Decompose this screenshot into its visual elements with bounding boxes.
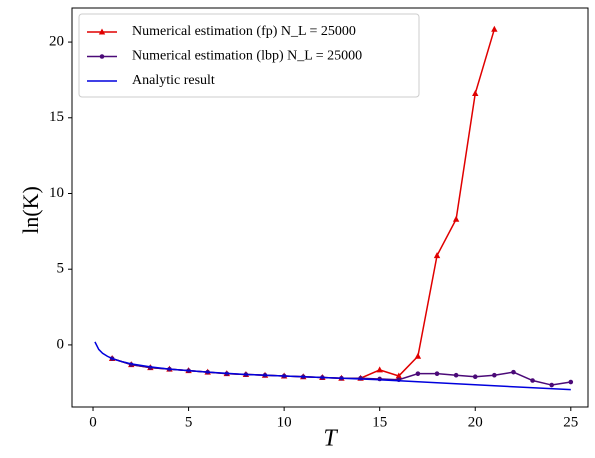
y-tick-label: 20 <box>49 34 64 50</box>
legend-box <box>78 13 420 98</box>
x-tick-label: 25 <box>563 414 578 430</box>
x-tick-label: 20 <box>468 414 483 430</box>
marker <box>472 90 479 97</box>
series-line <box>94 341 571 391</box>
marker <box>492 372 497 378</box>
marker <box>433 252 441 259</box>
marker <box>452 215 460 222</box>
marker <box>530 378 535 383</box>
marker <box>434 371 440 376</box>
marker <box>549 382 554 388</box>
series-line <box>111 357 571 386</box>
marker <box>491 25 498 32</box>
x-tick-label: 15 <box>372 414 387 430</box>
x-tick-label: 5 <box>185 414 193 430</box>
legend-label: Analytic result <box>132 73 215 88</box>
legend-marker <box>99 54 105 59</box>
y-tick-label: 10 <box>49 185 64 201</box>
marker <box>568 379 574 385</box>
x-axis-label: T <box>323 426 338 452</box>
y-tick-label: 0 <box>57 336 65 352</box>
marker <box>453 372 459 378</box>
x-tick-label: 10 <box>277 414 292 430</box>
legend-label: Numerical estimation (fp) N_L = 25000 <box>132 24 356 39</box>
marker <box>414 352 422 359</box>
plot-frame <box>71 7 589 408</box>
marker <box>511 369 516 375</box>
legend-marker <box>98 28 106 35</box>
y-tick-label: 15 <box>49 109 64 125</box>
y-axis-label: ln(K) <box>18 186 43 234</box>
marker <box>472 374 478 380</box>
marker <box>395 372 402 379</box>
marker <box>415 371 421 376</box>
marker <box>376 366 383 373</box>
x-tick-label: 0 <box>89 414 97 430</box>
legend-label: Numerical estimation (lbp) N_L = 25000 <box>132 49 362 64</box>
y-tick-label: 5 <box>57 261 65 277</box>
